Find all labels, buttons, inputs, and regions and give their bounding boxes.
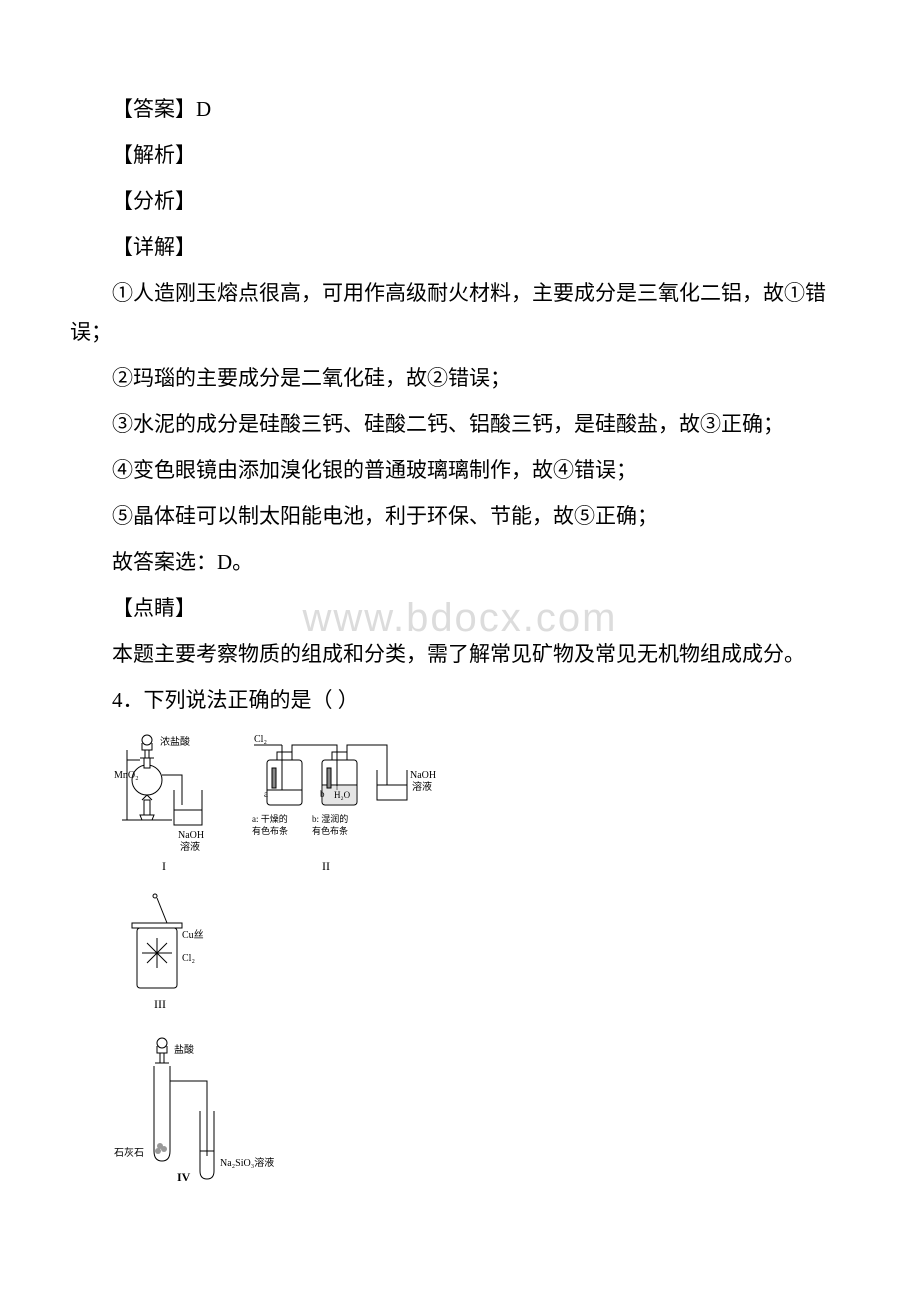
answer-line: 【答案】D bbox=[70, 90, 850, 130]
label-cu: Cu丝 bbox=[182, 929, 204, 941]
label-a-desc1: a: 干燥的 bbox=[252, 813, 288, 824]
document-content: 【答案】D 【解析】 【分析】 【详解】 ①人造刚玉熔点很高，可用作高级耐火材料… bbox=[70, 90, 850, 1201]
label-naoh-1: NaOH bbox=[178, 830, 204, 841]
roman-4: IV bbox=[177, 1170, 191, 1184]
detail-item-3: ③水泥的成分是硅酸三钙、硅酸二钙、铝酸三钙，是硅酸盐，故③正确； bbox=[70, 405, 850, 445]
label-rongye-1: 溶液 bbox=[180, 840, 200, 853]
detail-item-5: ⑤晶体硅可以制太阳能电池，利于环保、节能，故⑤正确； bbox=[70, 497, 850, 537]
label-shihuishi: 石灰石 bbox=[114, 1146, 144, 1159]
conclusion-line: 故答案选：D。 bbox=[70, 543, 850, 583]
roman-2: II bbox=[322, 859, 330, 873]
question-4: 4．下列说法正确的是（ ） bbox=[70, 681, 850, 721]
dianqing-header: 【点睛】 bbox=[70, 589, 850, 629]
label-yansuan: 盐酸 bbox=[174, 1043, 194, 1056]
label-naoh-2: NaOH bbox=[410, 770, 436, 781]
dianqing-content: 本题主要考察物质的组成和分类，需了解常见矿物及常见无机物组成成分。 bbox=[70, 635, 850, 675]
label-h2o: H₂O bbox=[334, 790, 351, 800]
roman-3: III bbox=[154, 997, 166, 1011]
analysis-header: 【解析】 bbox=[70, 136, 850, 176]
detail-header: 【详解】 bbox=[70, 228, 850, 268]
label-cl2-jar: Cl₂ bbox=[182, 953, 195, 964]
figure-3: Cu丝 Cl₂ III bbox=[112, 893, 232, 1023]
figure-1-2: 浓盐酸 MnO₂ NaOH 溶液 I Cl₂ bbox=[112, 730, 462, 885]
label-rongye-2: 溶液 bbox=[412, 780, 432, 793]
roman-1: I bbox=[162, 859, 166, 873]
detail-item-4: ④变色眼镜由添加溴化银的普通玻璃璃制作，故④错误； bbox=[70, 451, 850, 491]
label-a-desc2: 有色布条 bbox=[252, 825, 288, 836]
label-cl2: Cl₂ bbox=[254, 734, 267, 745]
label-na2sio3: Na₂SiO₃溶液 bbox=[220, 1156, 274, 1169]
analysis-subheader: 【分析】 bbox=[70, 182, 850, 222]
figures-container: 浓盐酸 MnO₂ NaOH 溶液 I Cl₂ bbox=[112, 730, 850, 1201]
label-mno2: MnO₂ bbox=[114, 770, 139, 781]
label-nongyansuanlabel: 浓盐酸 bbox=[160, 735, 190, 748]
label-b-desc2: 有色布条 bbox=[312, 825, 348, 836]
label-b-desc1: b: 湿润的 bbox=[312, 813, 348, 824]
detail-item-1: ①人造刚玉熔点很高，可用作高级耐火材料，主要成分是三氧化二铝，故①错误； bbox=[70, 274, 850, 354]
label-b: b bbox=[320, 789, 325, 799]
label-a: a bbox=[264, 789, 268, 799]
detail-item-2: ②玛瑙的主要成分是二氧化硅，故②错误； bbox=[70, 359, 850, 399]
figure-4: 盐酸 石灰石 Na₂SiO₃溶液 IV bbox=[112, 1031, 332, 1201]
